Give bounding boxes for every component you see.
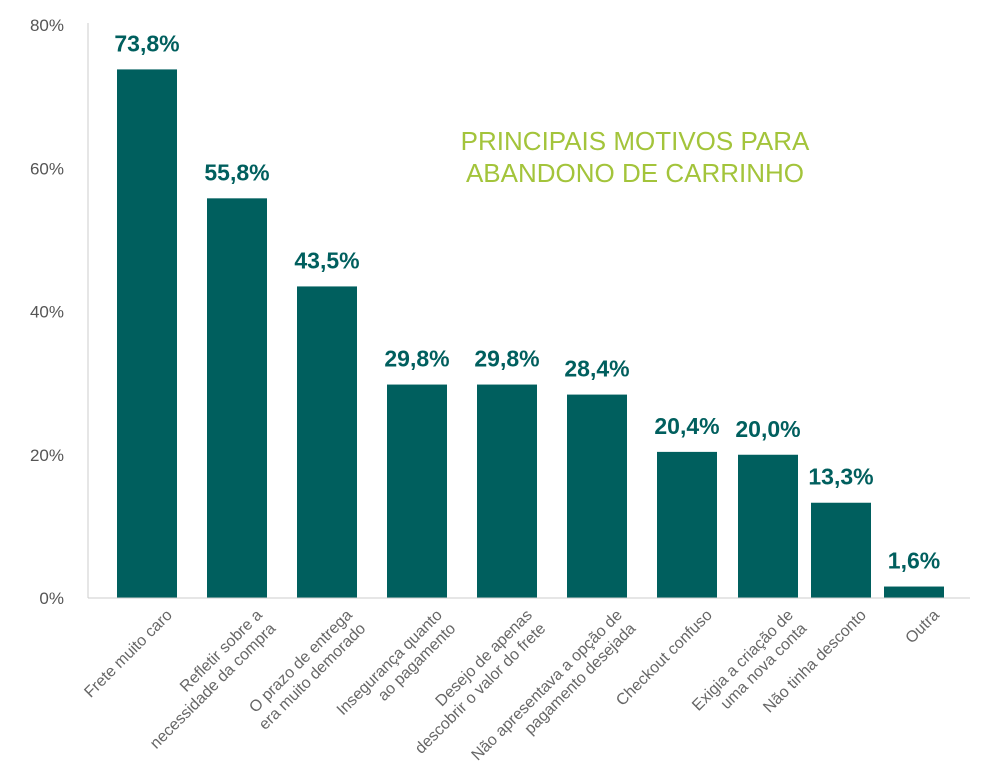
- y-tick-label: 60%: [30, 159, 64, 178]
- x-tick-label: Outra: [903, 607, 943, 647]
- data-label: 28,4%: [564, 356, 629, 382]
- bar: [477, 384, 537, 598]
- y-tick-label: 0%: [39, 589, 64, 608]
- data-label: 20,0%: [735, 416, 800, 442]
- bar: [567, 394, 627, 598]
- data-label: 13,3%: [808, 464, 873, 490]
- bar: [207, 198, 267, 598]
- bar: [884, 586, 944, 598]
- bar: [738, 454, 798, 598]
- y-tick-label: 40%: [30, 303, 64, 322]
- bar: [297, 286, 357, 598]
- bar: [117, 69, 177, 599]
- bar: [657, 451, 717, 598]
- data-label: 43,5%: [294, 247, 359, 273]
- chart-title: PRINCIPAIS MOTIVOS PARA ABANDONO DE CARRI…: [461, 126, 810, 188]
- data-label: 55,8%: [204, 159, 269, 185]
- data-label: 1,6%: [888, 548, 940, 574]
- data-label: 20,4%: [654, 413, 719, 439]
- x-axis: Frete muito caro Refletir sobre anecessid…: [81, 597, 970, 778]
- bars: 73,8% 55,8% 43,5% 29,8% 29,8% 28,4% 20,4% 20,0%…: [114, 30, 944, 599]
- bar: [387, 384, 447, 598]
- x-tick-label: Não apresentava a opção depagamento dese…: [469, 607, 640, 778]
- x-tick-label: Frete muito caro: [81, 607, 175, 701]
- y-tick-label: 20%: [30, 446, 64, 465]
- data-label: 29,8%: [474, 346, 539, 372]
- bar: [811, 502, 871, 598]
- y-tick-label: 80%: [30, 16, 64, 35]
- data-label: 73,8%: [114, 30, 179, 56]
- y-axis: 0% 20% 40% 60% 80%: [30, 16, 89, 608]
- data-label: 29,8%: [384, 346, 449, 372]
